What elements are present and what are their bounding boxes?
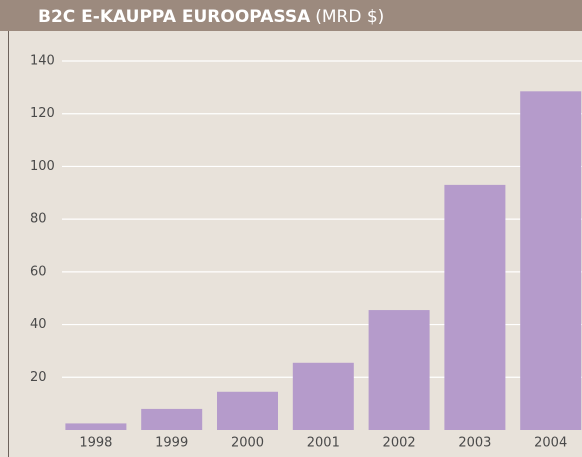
header-band (0, 0, 582, 31)
y-tick-label: 60 (30, 264, 47, 279)
chart-title: B2C E-KAUPPA EUROOPASSA (38, 7, 311, 27)
x-tick-label: 2003 (458, 436, 491, 451)
y-tick-label: 20 (30, 370, 47, 385)
y-tick-label: 120 (30, 106, 55, 121)
bar (141, 408, 203, 430)
chart-unit: (MRD $) (315, 7, 384, 27)
x-tick-label: 1999 (155, 436, 188, 451)
y-tick-label: 40 (30, 317, 47, 332)
y-tick-label: 140 (30, 54, 55, 69)
x-tick-label: 2004 (534, 436, 567, 451)
bar (368, 310, 430, 430)
bar (292, 362, 354, 430)
y-tick-label: 100 (30, 159, 55, 174)
x-tick-label: 2002 (383, 436, 416, 451)
chart-title-group: B2C E-KAUPPA EUROOPASSA (MRD $) (38, 7, 384, 27)
bar (444, 184, 506, 430)
x-tick-label: 2000 (231, 436, 264, 451)
bar (520, 91, 582, 430)
x-tick-label: 1998 (79, 436, 112, 451)
x-tick-label: 2001 (307, 436, 340, 451)
y-tick-label: 80 (30, 212, 47, 227)
bar (65, 423, 127, 430)
bar (217, 391, 278, 430)
